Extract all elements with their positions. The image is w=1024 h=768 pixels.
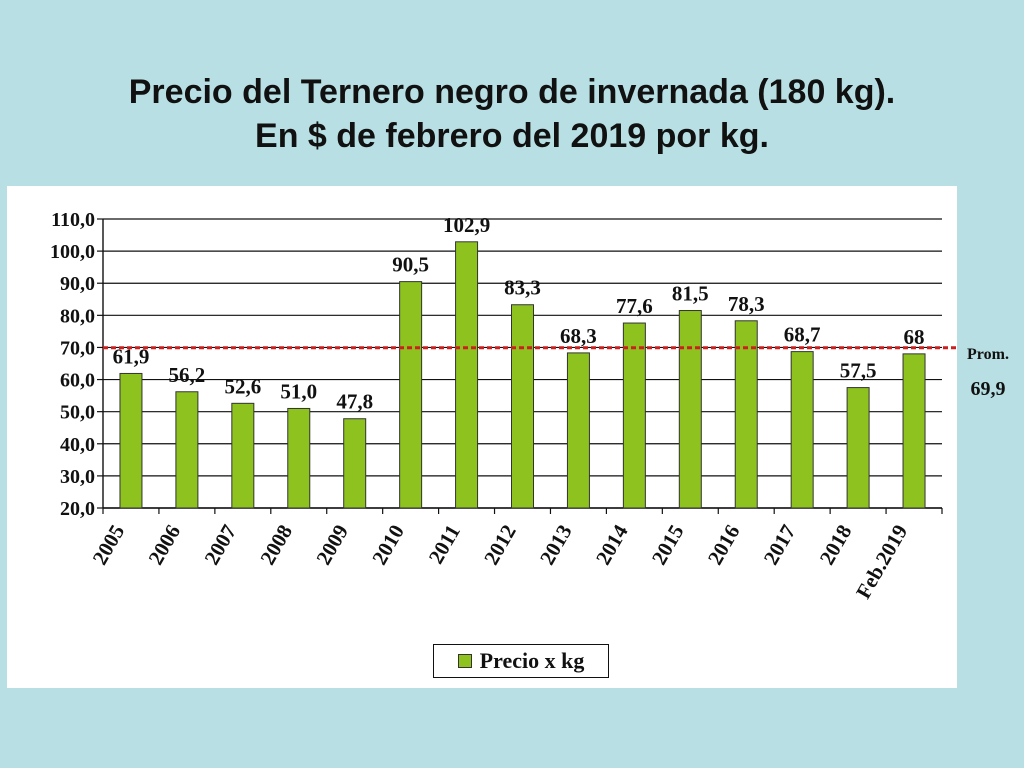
bar	[622, 322, 646, 509]
bar	[175, 391, 199, 509]
y-tick-label: 20,0	[60, 498, 95, 520]
bar-chart: 20,0 30,0 40,0 50,0 60,0 70,0 80,0 90,0 100,0 110…	[50, 209, 957, 603]
data-label: 83,3	[504, 276, 541, 300]
y-tick-label: 30,0	[60, 466, 95, 488]
data-label: 52,6	[224, 374, 261, 398]
x-tick-label: 2010	[367, 521, 409, 569]
y-tick-label: 100,0	[50, 241, 95, 263]
y-tick-label: 50,0	[60, 402, 95, 424]
x-tick-label: 2005	[88, 521, 130, 569]
bar	[678, 310, 702, 509]
data-label: 51,0	[280, 379, 317, 403]
average-label: Prom.	[967, 346, 1009, 363]
x-tick-label: 2013	[535, 521, 577, 569]
y-tick-label: 70,0	[60, 337, 95, 359]
x-tick-label: 2018	[815, 521, 857, 569]
data-label: 57,5	[840, 359, 877, 383]
x-tick-label: 2017	[759, 521, 801, 569]
data-label: 102,9	[443, 213, 490, 237]
bar	[231, 402, 255, 509]
bar	[902, 353, 926, 509]
x-tick-label: 2007	[199, 521, 241, 569]
bar	[399, 281, 423, 509]
y-tick-label: 80,0	[60, 305, 95, 327]
bar	[119, 372, 143, 509]
data-label: 47,8	[336, 390, 373, 414]
data-label: 81,5	[672, 282, 709, 306]
x-tick-label: Feb.2019	[851, 521, 912, 603]
y-tick-label: 90,0	[60, 273, 95, 295]
bar	[846, 387, 870, 509]
x-tick-label: 2014	[591, 520, 633, 569]
data-label: 78,3	[728, 292, 765, 316]
y-tick-label: 110,0	[51, 209, 95, 231]
title-line-1: Precio del Ternero negro de invernada (1…	[128, 73, 896, 111]
title-line-2: En $ de febrero del 2019 por kg.	[255, 117, 769, 155]
legend-label: Precio x kg	[479, 648, 585, 673]
y-tick-label: 60,0	[60, 370, 95, 392]
data-label: 68,3	[560, 324, 597, 348]
x-tick-label: 2016	[703, 521, 745, 569]
legend: Precio x kg	[433, 644, 609, 678]
x-tick-label: 2015	[647, 521, 689, 569]
legend-swatch	[457, 654, 472, 668]
average-value: 69,9	[970, 378, 1006, 400]
data-label: 68,7	[784, 323, 821, 347]
data-label: 56,2	[169, 363, 206, 387]
bar	[566, 352, 590, 509]
bar	[511, 304, 534, 509]
x-tick-label: 2011	[424, 521, 465, 568]
x-tick-label: 2008	[255, 521, 297, 569]
data-label: 77,6	[616, 294, 653, 318]
bar	[287, 407, 311, 509]
x-tick-label: 2012	[479, 521, 521, 569]
y-tick-label: 40,0	[60, 434, 95, 456]
bar	[734, 320, 758, 509]
chart-title: Precio del Ternero negro de invernada (1…	[0, 70, 1024, 158]
bar	[790, 351, 814, 509]
x-tick-label: 2009	[311, 521, 353, 569]
x-tick-label: 2006	[143, 521, 185, 569]
chart-panel: 20,0 30,0 40,0 50,0 60,0 70,0 80,0 90,0 100,0 110…	[7, 186, 957, 688]
data-label: 90,5	[392, 253, 429, 277]
data-label: 68	[904, 325, 925, 349]
bar	[455, 241, 479, 509]
bar	[343, 418, 367, 509]
